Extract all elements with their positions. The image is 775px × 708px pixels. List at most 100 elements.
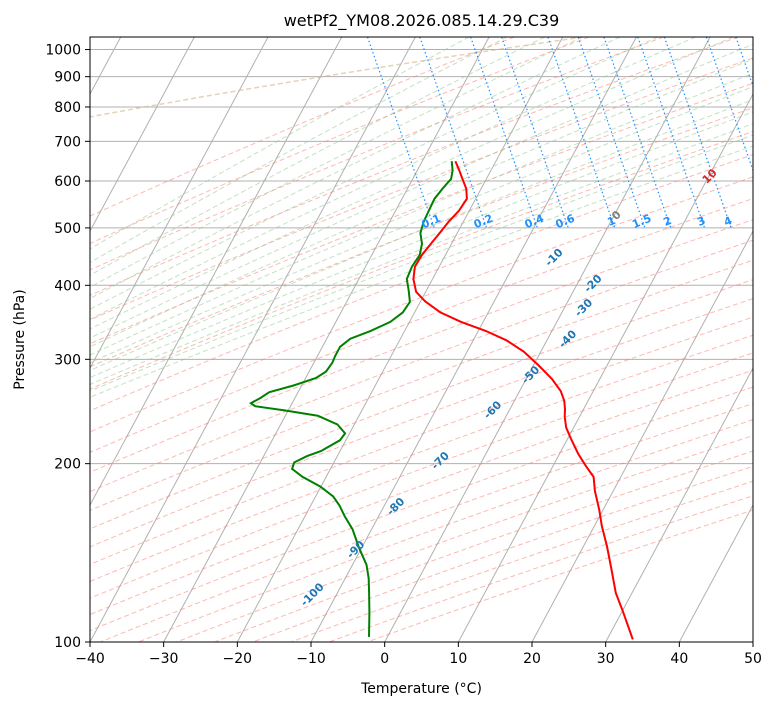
mixing-ratio-label: 6 — [764, 214, 775, 229]
isotherm — [163, 37, 490, 642]
dry-adiabat — [90, 259, 753, 512]
dry-adiabat — [252, 465, 753, 642]
moist-adiabat — [90, 37, 658, 310]
y-tick-label: 400 — [54, 278, 81, 294]
moist-adiabat — [90, 37, 621, 300]
y-tick-label: 300 — [54, 352, 81, 368]
dry-adiabat-label: -40 — [556, 327, 579, 350]
dry-adiabat — [90, 352, 753, 599]
x-tick-label: 10 — [449, 651, 467, 667]
dry-adiabat — [176, 435, 753, 642]
isotherm — [236, 37, 564, 642]
y-tick-label: 1000 — [45, 43, 81, 59]
isotherm — [752, 640, 753, 642]
mixing-ratio-label: 2 — [662, 214, 674, 229]
mixing-ratio-line — [577, 37, 646, 229]
moist-adiabat — [90, 43, 753, 339]
mixing-ratio-line — [705, 37, 753, 173]
y-tick-label: 900 — [54, 70, 81, 86]
y-tick-label: 600 — [54, 174, 81, 190]
chart-title: wetPf2_YM08.2026.085.14.29.C39 — [284, 11, 560, 31]
isotherm — [531, 230, 753, 642]
y-tick-label: 100 — [54, 635, 81, 651]
plot-frame — [89, 36, 754, 643]
isotherm — [678, 503, 753, 642]
y-tick-label: 700 — [54, 134, 81, 150]
mixing-ratio-label: 1 — [606, 214, 618, 229]
moist-adiabat — [90, 37, 545, 276]
dry-adiabat — [90, 386, 753, 632]
dry-adiabat — [90, 239, 753, 493]
x-tick-label: 50 — [744, 651, 762, 667]
dry-adiabat — [214, 450, 753, 642]
dry-adiabat-label: -30 — [572, 296, 595, 319]
dry-adiabat-label: -20 — [581, 272, 604, 295]
mixing-ratio-line — [547, 37, 616, 229]
isotherm — [90, 37, 343, 507]
dry-adiabat — [90, 37, 515, 217]
moist-adiabat — [90, 37, 696, 320]
moist-adiabat-label: 10 — [700, 166, 720, 186]
dry-adiabat — [90, 37, 590, 245]
dry-adiabat — [90, 316, 753, 565]
moist-adiabat — [90, 123, 753, 386]
dry-adiabat — [138, 419, 753, 642]
isotherm — [384, 37, 711, 642]
x-tick-label: 0 — [380, 651, 389, 667]
dry-adiabat — [90, 57, 753, 321]
x-tick-label: 20 — [523, 651, 541, 667]
dewpoint-line — [249, 161, 454, 637]
mixing-ratio-line — [419, 37, 488, 229]
isotherm — [90, 37, 269, 370]
x-tick-label: 30 — [597, 651, 615, 667]
mixing-ratio-line — [603, 37, 672, 229]
dry-adiabat — [90, 37, 664, 271]
x-axis-label: Temperature (°C) — [360, 681, 482, 697]
moist-adiabat — [90, 37, 583, 288]
plot-area: -100-90-80-70-60-50-40-30-20-10010203040… — [90, 37, 775, 642]
dry-adiabat-label: -70 — [429, 449, 452, 472]
mixing-ratio-line — [735, 37, 753, 88]
x-tick-label: −20 — [223, 651, 253, 667]
dry-adiabat — [90, 153, 753, 412]
y-tick-label: 200 — [54, 457, 81, 473]
mixing-ratio-line — [760, 37, 775, 228]
mixing-ratio-label: 3 — [695, 214, 707, 229]
x-tick-label: −30 — [149, 651, 179, 667]
y-tick-label: 800 — [54, 100, 81, 116]
mixing-ratio-line — [470, 37, 538, 229]
dry-adiabat — [90, 176, 753, 433]
x-tick-label: −40 — [75, 651, 105, 667]
moist-adiabat — [90, 37, 508, 264]
moist-adiabat — [90, 145, 753, 398]
mixing-ratio-line — [637, 37, 706, 229]
dry-adiabat-label: -10 — [542, 246, 565, 269]
isotherm — [605, 367, 753, 642]
y-axis-label: Pressure (hPa) — [12, 289, 28, 389]
dry-adiabat — [90, 198, 753, 453]
temperature-line — [412, 160, 634, 640]
moist-adiabat — [90, 37, 734, 330]
dry-adiabat — [90, 82, 753, 345]
moist-adiabat — [90, 99, 753, 371]
moist-adiabat — [90, 111, 753, 379]
dry-adiabat — [90, 130, 753, 390]
dry-adiabat — [90, 334, 753, 583]
isotherm — [90, 37, 195, 233]
dry-adiabat-label: -60 — [481, 398, 504, 421]
moist-adiabat — [90, 134, 753, 392]
dry-adiabat — [90, 219, 753, 473]
mixing-ratio-label: 4 — [722, 214, 734, 229]
moist-adiabat — [90, 72, 753, 356]
dry-adiabat — [90, 298, 753, 548]
mixing-ratio-line — [663, 37, 732, 229]
x-tick-label: −10 — [296, 651, 326, 667]
x-tick-label: 40 — [670, 651, 688, 667]
isotherm — [457, 93, 753, 642]
dry-adiabat — [100, 403, 753, 642]
dry-adiabat — [90, 107, 753, 368]
isotherm — [90, 37, 416, 642]
dry-adiabat — [90, 279, 753, 530]
